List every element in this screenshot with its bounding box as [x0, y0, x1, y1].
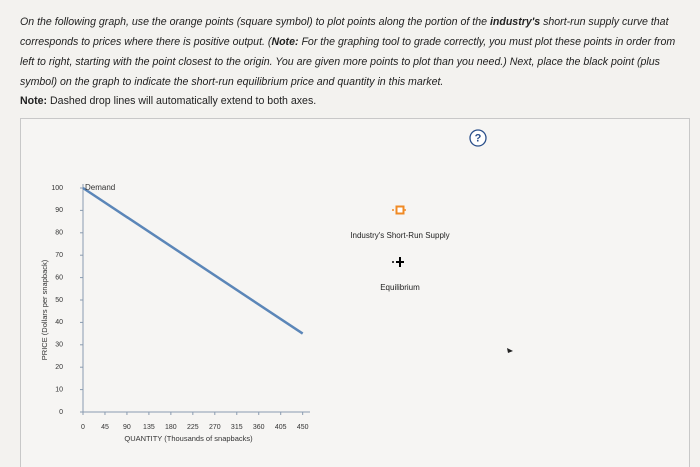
instruction-text: Note:	[271, 36, 299, 48]
y-tick-label: 30	[55, 342, 63, 349]
y-tick-label: 80	[55, 230, 63, 237]
cursor	[507, 348, 513, 353]
x-tick-label: 405	[275, 424, 287, 431]
x-tick-label: 270	[209, 424, 221, 431]
x-tick-label: 135	[143, 424, 155, 431]
x-tick-label: 225	[187, 424, 199, 431]
y-tick-label: 0	[59, 409, 63, 416]
x-tick-label: 360	[253, 424, 265, 431]
y-tick-label: 20	[55, 364, 63, 371]
instructions: On the following graph, use the orange p…	[20, 12, 692, 92]
x-tick-label: 450	[297, 424, 309, 431]
graph-panel: ? 0 10 20 30 40 50 60 70 80 90 100 0 45 90 135 180 225 27…	[20, 118, 690, 467]
demand-line	[82, 186, 304, 335]
y-tick-label: 10	[55, 386, 63, 393]
x-axis-label: QUANTITY (Thousands of snapbacks)	[124, 434, 253, 443]
instruction-text: industry's	[489, 16, 541, 28]
help-icon[interactable]: ?	[475, 132, 482, 144]
note-text: Dashed drop lines will automatically ext…	[47, 95, 317, 107]
y-tick-label: 100	[51, 185, 63, 192]
panel-frame	[20, 118, 690, 467]
y-tick-label: 50	[55, 297, 63, 304]
instruction-text: short-run supply curve that corresponds …	[20, 16, 669, 48]
x-tick-label: 0	[81, 424, 85, 431]
palette-plus	[396, 257, 404, 267]
series-label: Demand	[85, 183, 115, 192]
y-tick-label: 90	[55, 207, 63, 214]
x-tick-label: 315	[231, 424, 243, 431]
y-tick-label: 60	[55, 274, 63, 281]
note-label: Note:	[20, 95, 48, 107]
y-axis-label: PRICE (Dollars per snapback)	[40, 259, 49, 360]
instruction-text: For the graphing tool to grade correctly…	[20, 36, 676, 88]
x-tick-label: 90	[123, 424, 131, 431]
help-button[interactable]	[469, 129, 487, 147]
y-tick-label: 70	[55, 252, 63, 259]
palette-label: Industry's Short-Run Supply	[350, 231, 449, 240]
x-tick-label: 180	[165, 424, 177, 431]
note: Note: Dashed drop lines will automatical…	[20, 95, 316, 107]
x-tick-label: 45	[101, 424, 109, 431]
palette-square	[395, 205, 405, 215]
instruction-text: On the following graph, use the orange p…	[20, 16, 490, 28]
palette-label: Equilibrium	[380, 283, 420, 292]
y-tick-label: 40	[55, 319, 63, 326]
